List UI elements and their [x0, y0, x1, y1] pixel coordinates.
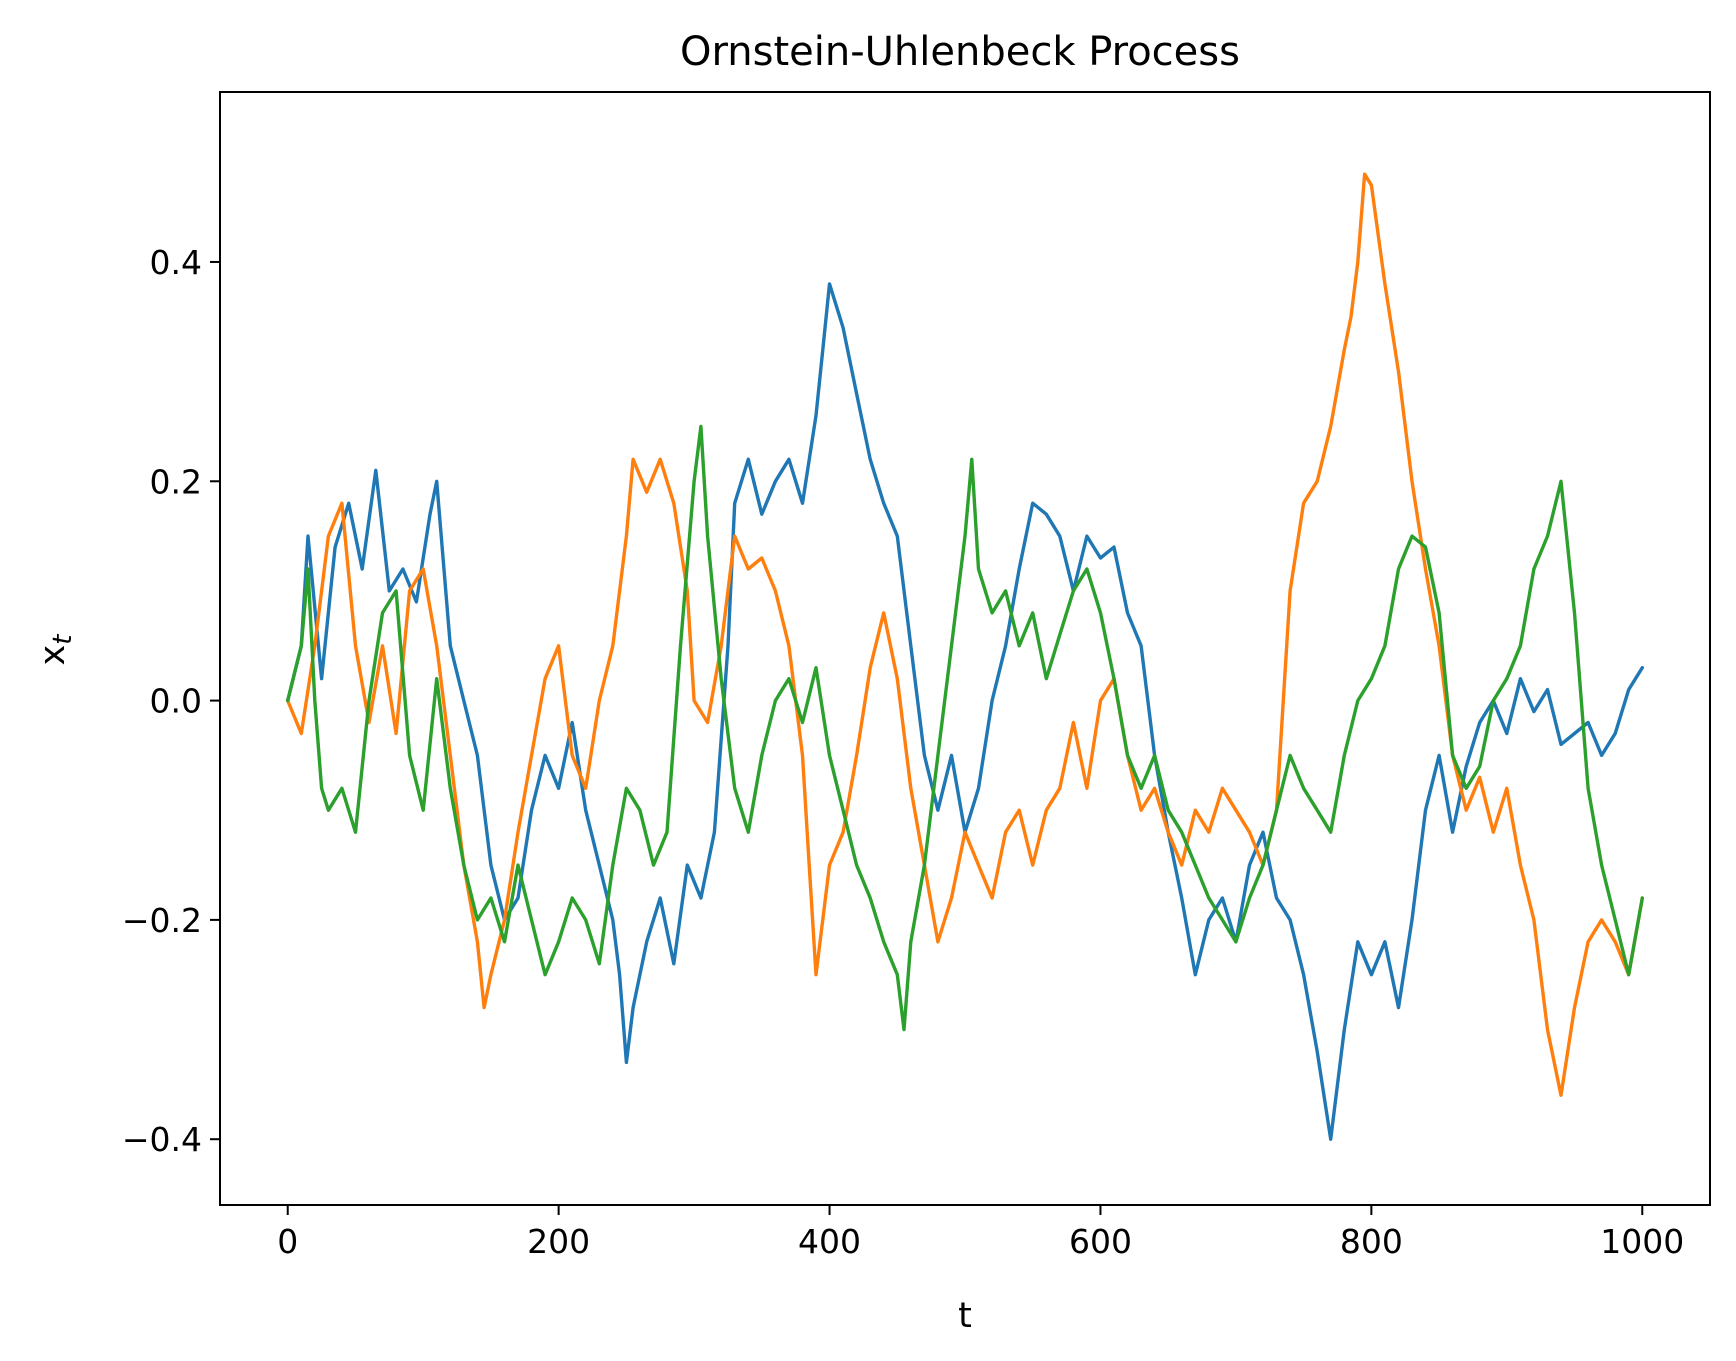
- plot-area: [219, 91, 1711, 1206]
- y-axis-label: xt: [33, 634, 78, 666]
- plot-frame: [219, 91, 1711, 1206]
- y-tick-label: 0.4: [150, 243, 202, 282]
- chart-title: Ornstein-Uhlenbeck Process: [680, 29, 1240, 75]
- x-tick-label: 400: [798, 1222, 861, 1261]
- x-tick-label: 1000: [1600, 1222, 1684, 1261]
- y-tick-label: −0.4: [122, 1120, 202, 1159]
- y-axis: −0.4 −0.2 0.0 0.2 0.4: [122, 243, 220, 1159]
- x-tick-label: 200: [527, 1222, 590, 1261]
- x-axis-label: t: [958, 1296, 972, 1336]
- y-tick-label: 0.2: [150, 462, 202, 501]
- y-axis-label-base: x: [33, 645, 73, 666]
- y-axis-label-subscript: t: [48, 634, 78, 645]
- y-tick-label: −0.2: [122, 901, 202, 940]
- x-tick-label: 800: [1340, 1222, 1403, 1261]
- y-tick-label: 0.0: [150, 682, 202, 721]
- series-group: [286, 172, 1644, 1141]
- x-tick-label: 600: [1069, 1222, 1132, 1261]
- series-line-2: [286, 172, 1644, 1097]
- series-line-3: [286, 424, 1644, 1032]
- x-axis: 0 200 400 600 800 1000: [277, 1205, 1684, 1261]
- x-tick-label: 0: [277, 1222, 298, 1261]
